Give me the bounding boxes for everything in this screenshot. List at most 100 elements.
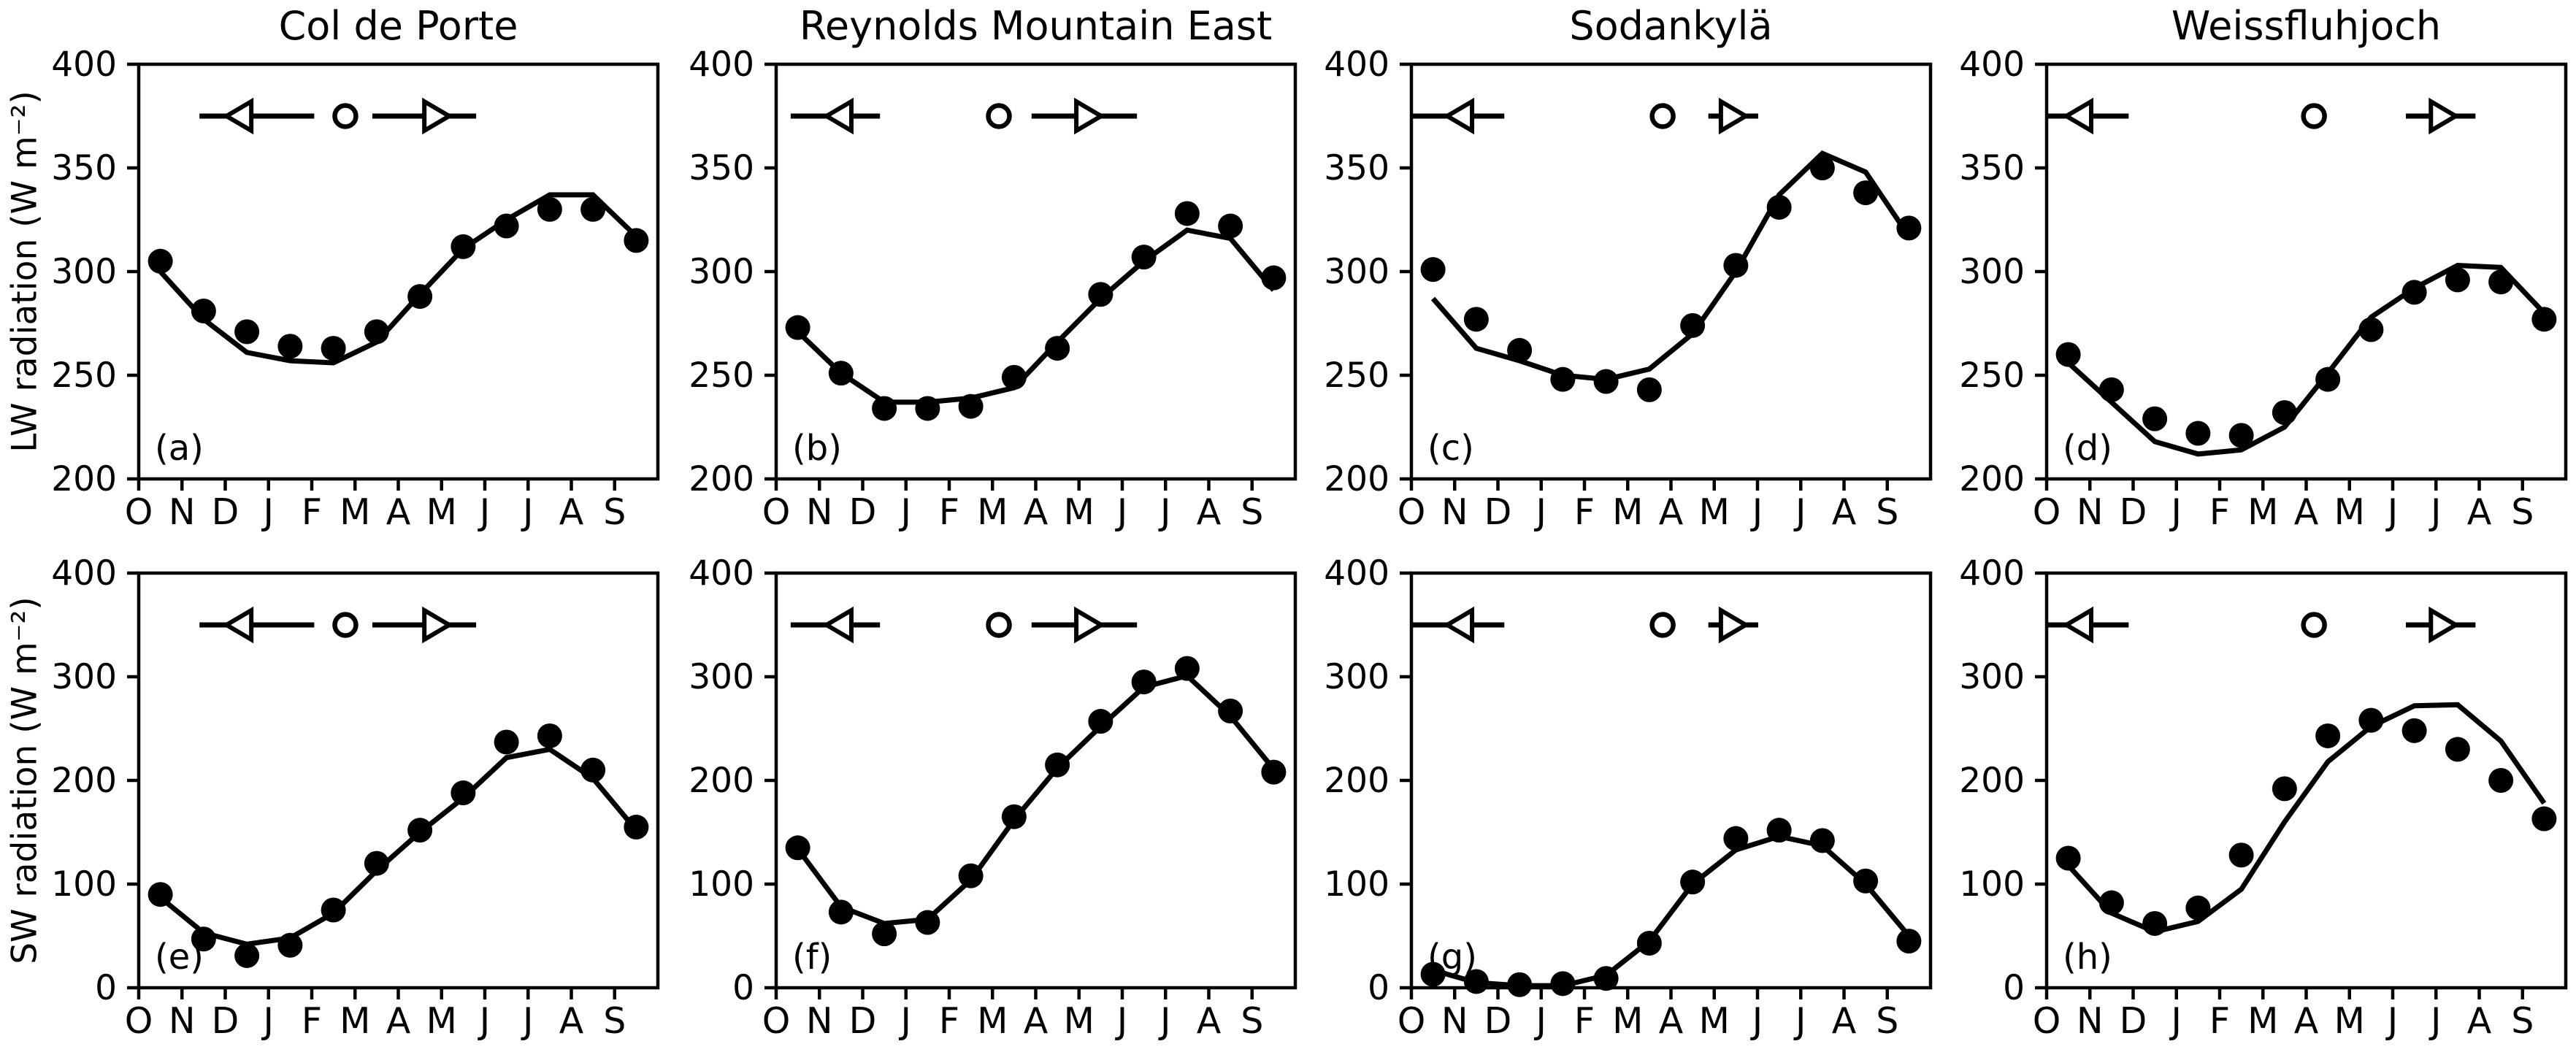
x-tick-label: O xyxy=(2033,1000,2061,1042)
observed-dot xyxy=(1088,709,1113,734)
x-tick-label: A xyxy=(1024,1000,1049,1042)
observed-dot xyxy=(2315,723,2341,748)
x-tick-label: J xyxy=(1750,491,1763,533)
x-tick-label: A xyxy=(1197,491,1222,533)
y-tick-label: 400 xyxy=(1324,45,1389,85)
x-tick-label: J xyxy=(1534,1000,1546,1042)
y-tick-label: 250 xyxy=(1959,356,2025,396)
observed-dot xyxy=(958,863,984,888)
y-tick-label: 200 xyxy=(1324,761,1389,801)
panel-letter: (a) xyxy=(155,428,204,469)
axes-box xyxy=(774,571,1297,990)
x-tick-label: J xyxy=(2429,491,2441,533)
observed-dot xyxy=(624,228,649,253)
observed-dot xyxy=(1131,669,1157,695)
observed-dot xyxy=(494,729,519,755)
x-tick-label: A xyxy=(1832,1000,1857,1042)
axes-box xyxy=(2044,571,2568,990)
y-tick-label: 200 xyxy=(51,459,117,499)
x-tick-label: N xyxy=(2077,1000,2104,1042)
panel-title-weissfluhjoch: Weissfluhjoch xyxy=(2171,3,2442,49)
observed-dot xyxy=(1420,257,1446,283)
left-arrowhead-icon xyxy=(2062,606,2094,644)
x-tick-label: O xyxy=(2033,491,2061,533)
x-tick-label: D xyxy=(849,491,877,533)
x-tick-label: M xyxy=(340,1000,370,1042)
observed-dot xyxy=(2228,423,2254,448)
x-tick-label: J xyxy=(2169,1000,2182,1042)
y-tick-label: 350 xyxy=(51,148,117,188)
x-tick-label: D xyxy=(1484,1000,1512,1042)
observed-dot xyxy=(1218,698,1243,723)
modelled-line xyxy=(158,746,639,947)
x-tick-label: F xyxy=(2209,491,2230,533)
x-tick-label: S xyxy=(603,1000,626,1042)
observed-dot xyxy=(2185,421,2211,446)
x-tick-label: J xyxy=(2385,1000,2398,1042)
x-tick-label: J xyxy=(899,491,911,533)
observed-dot xyxy=(321,897,346,923)
observed-dot xyxy=(1174,656,1200,681)
x-tick-label: M xyxy=(1064,491,1095,533)
season-peak-circle-icon xyxy=(986,612,1012,638)
observed-dot xyxy=(872,396,897,421)
observed-dot xyxy=(1045,752,1070,778)
x-tick-label: A xyxy=(386,491,411,533)
x-tick-label: F xyxy=(1574,1000,1595,1042)
y-tick-label: 200 xyxy=(689,459,754,499)
y-tick-label: 300 xyxy=(689,252,754,292)
x-tick-label: D xyxy=(212,491,239,533)
x-tick-label: M xyxy=(1699,1000,1730,1042)
y-tick-label: 300 xyxy=(51,657,117,697)
observed-dot xyxy=(828,361,854,386)
x-tick-label: M xyxy=(2247,1000,2278,1042)
x-tick-label: N xyxy=(2077,491,2104,533)
observed-dot xyxy=(147,248,173,274)
observed-dot xyxy=(1261,265,1287,291)
right-arrowhead-icon xyxy=(1074,606,1106,644)
x-tick-label: D xyxy=(849,1000,877,1042)
y-tick-label: 350 xyxy=(1324,148,1389,188)
x-tick-label: A xyxy=(1659,1000,1684,1042)
observed-dot xyxy=(407,284,433,310)
observed-dot xyxy=(2272,776,2297,802)
observed-dot xyxy=(624,814,649,840)
x-tick-label: O xyxy=(125,1000,153,1042)
x-tick-label: M xyxy=(340,491,370,533)
x-tick-label: F xyxy=(1574,491,1595,533)
x-tick-label: J xyxy=(1534,491,1546,533)
left-arrowhead-icon xyxy=(222,97,254,135)
observed-dot xyxy=(2098,890,2124,915)
x-tick-label: A xyxy=(559,491,584,533)
observed-dot xyxy=(785,835,810,861)
observed-dot xyxy=(1088,282,1113,307)
x-tick-label: M xyxy=(2334,491,2365,533)
observed-dot xyxy=(580,196,606,222)
x-tick-label: N xyxy=(806,491,833,533)
x-tick-label: F xyxy=(939,1000,959,1042)
observed-dot xyxy=(1507,337,1533,363)
x-tick-label: J xyxy=(261,491,274,533)
modelled-line xyxy=(158,192,638,366)
x-tick-label: N xyxy=(169,491,196,533)
observed-dot xyxy=(2401,280,2427,305)
season-peak-circle-icon xyxy=(986,103,1012,129)
observed-dot xyxy=(872,921,897,947)
axes-box xyxy=(1409,62,1933,481)
x-tick-label: J xyxy=(521,1000,533,1042)
observed-dot xyxy=(537,196,562,222)
observed-dot xyxy=(1896,215,1922,241)
observed-dot xyxy=(2315,366,2341,392)
right-arrowhead-icon xyxy=(2429,97,2461,135)
observed-dot xyxy=(915,910,940,935)
x-tick-label: M xyxy=(2334,1000,2365,1042)
left-arrowhead-icon xyxy=(2062,97,2094,135)
x-tick-label: M xyxy=(1064,1000,1095,1042)
y-tick-label: 100 xyxy=(689,864,754,905)
observed-dot xyxy=(2401,718,2427,743)
x-tick-label: J xyxy=(521,491,533,533)
panel-title-sodankyla: Sodankylä xyxy=(1569,3,1773,49)
observed-dot xyxy=(147,882,173,907)
observed-dot xyxy=(1131,245,1157,270)
